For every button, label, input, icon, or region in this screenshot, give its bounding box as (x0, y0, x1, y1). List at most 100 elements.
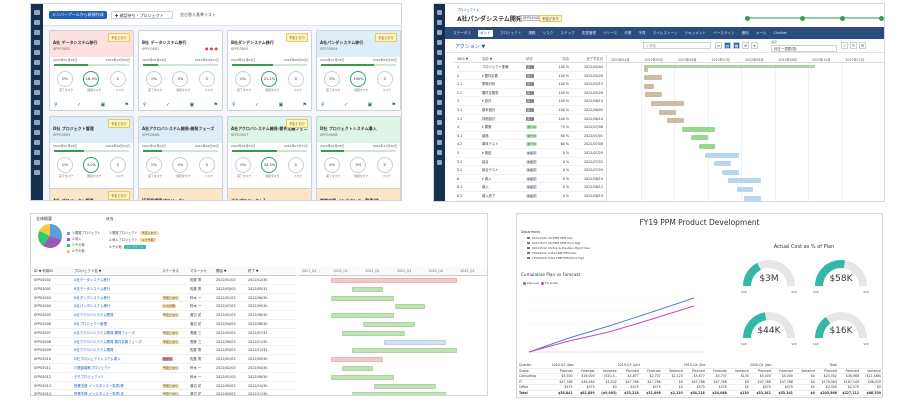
project-card[interactable]: A社アクロバシステム開発-開発フェーズ SFP03006 2022年04月03日 20… (138, 116, 223, 197)
project-card[interactable]: B社 データシステム移行 SFP03001 2022年03月03日 2022年05月3… (138, 30, 223, 111)
gantt-bar[interactable] (681, 126, 716, 132)
table-row[interactable]: SFP03010 D社プロジェクトシステム導入 要確認 佐藤 秀 2022/01/03 2… (31, 355, 296, 364)
task-icon[interactable]: ▣ (367, 102, 373, 108)
department-option[interactable]: 10011542 US-Top & DevOps Mgmt Dev (527, 246, 590, 250)
settings-icon[interactable]: ⚙ (859, 42, 866, 49)
timeline-bar[interactable] (352, 392, 447, 395)
check-icon[interactable]: ✓ (76, 102, 82, 108)
tab-5[interactable]: リスク (542, 30, 554, 35)
department-option[interactable]: 10011527 US-TBM PPM Prod Mgt (527, 241, 581, 245)
user-icon[interactable] (34, 70, 40, 75)
task-row[interactable]: 4.2 単体テスト 進行中 60 % 2022/07/08 (454, 140, 605, 149)
report-icon[interactable] (34, 90, 40, 95)
gantt-bar[interactable] (667, 118, 685, 124)
checkbox-icon[interactable] (527, 251, 530, 255)
create-from-pool-button[interactable]: メンバープールから新規作成 (49, 11, 107, 19)
task-name[interactable]: ▾ 要件定義 (482, 73, 498, 78)
task-icon[interactable]: ▣ (189, 102, 195, 108)
timeline-bar[interactable] (341, 330, 405, 336)
project-link[interactable]: D社プロジェクトシステム導入 (74, 357, 121, 362)
tab-8[interactable]: リソース (603, 30, 618, 35)
gantt-bar[interactable] (744, 195, 762, 201)
table-row[interactable]: SFP03012 デモプロジェクト1 鈴木 一 2022/01/03 2022/06/3… (31, 373, 296, 382)
gantt-bar[interactable] (722, 169, 739, 175)
doc-icon[interactable] (34, 150, 40, 155)
project-link[interactable]: A社データシステム移行 (74, 278, 111, 282)
star-icon[interactable] (437, 130, 442, 135)
task-row[interactable]: 3.2 詳細設計 完了 100 % 2022/06/10 (454, 115, 605, 124)
card-title[interactable]: デモプロジェクト1 (231, 198, 266, 201)
task-name[interactable]: ▾ 導入 (482, 176, 492, 181)
flag-icon[interactable]: ⚑ (302, 102, 307, 108)
chart-icon[interactable] (34, 50, 40, 55)
project-card[interactable]: 予定どおり A社 データシステム移行 SFP03002 2022年01月03日 2022… (49, 30, 134, 111)
table-row[interactable]: SFP03002 A社データシステム移行 佐藤 秀 2022/01/03 2022/12… (31, 276, 296, 285)
table-row[interactable]: SFP03014 営業支援 インスタンス一覧表(本 予定どおり 渡辺 花 2022/03… (31, 390, 296, 396)
tab-16[interactable]: Chatter (773, 31, 788, 35)
timeline-bar[interactable] (331, 278, 457, 283)
timeline-bar[interactable] (384, 339, 447, 345)
project-link[interactable]: B社アクロバシステム開発 (74, 348, 114, 353)
department-option[interactable]: 10011942 US-TBM PPM Dev (527, 236, 573, 240)
task-name[interactable]: 総合テスト (482, 168, 499, 173)
timeline-bar[interactable] (352, 348, 458, 354)
project-link[interactable]: デモプロジェクト1 (74, 374, 104, 379)
chart-icon[interactable]: ⚲ (143, 102, 147, 108)
task-row[interactable]: 3 ▾ 設計 完了 100 % 2022/06/10 (454, 97, 605, 106)
timeline-bar[interactable] (373, 383, 436, 389)
task-name[interactable]: 詳細設計 (482, 116, 496, 121)
tab-10[interactable]: 予算 (638, 30, 646, 35)
project-link[interactable]: A社アクロバシステム開発-開発フェーズ (74, 330, 135, 335)
task-name[interactable]: プロジェクト準備 (482, 65, 509, 69)
checkbox-icon[interactable] (527, 241, 530, 245)
grid-icon[interactable] (437, 20, 442, 25)
gantt-summary-bar[interactable] (643, 65, 815, 68)
home-icon[interactable] (437, 10, 442, 15)
tab-3[interactable]: プロジェクト (499, 30, 522, 35)
task-row[interactable]: 2 ▾ 要件定義 完了 100 % 2022/05/20 (454, 72, 605, 81)
flag-icon[interactable]: ⚑ (124, 102, 129, 108)
timeline-bar[interactable] (394, 304, 426, 310)
task-row[interactable]: 6 ▾ 導入 未着手 0 % 2022/08/19 (454, 175, 605, 184)
folder-icon[interactable] (437, 60, 442, 65)
folder-icon[interactable] (34, 60, 40, 65)
checkbox-icon[interactable] (527, 236, 530, 240)
tab-7[interactable]: 変更管理 (581, 30, 597, 35)
filter-icon[interactable]: ▾ (751, 42, 758, 49)
table-row[interactable]: SFP03009 B社アクロバシステム開発 佐藤 秀 2022/03/03 2022/1… (31, 346, 296, 356)
project-link[interactable]: 営業支援 インスタンス一覧表(本 (74, 392, 124, 396)
breadcrumb[interactable]: プロジェクト ▸ (457, 8, 479, 12)
task-name[interactable]: ▾ 設計 (482, 99, 492, 104)
col-status[interactable]: ステータス (162, 269, 179, 273)
timeline-bar[interactable] (352, 286, 384, 292)
milestone-dot[interactable] (800, 15, 805, 21)
timeline-bar[interactable] (341, 366, 373, 371)
col-status[interactable]: 状況 (526, 57, 533, 61)
list-icon[interactable] (437, 30, 442, 35)
tab-1[interactable]: ステータス (453, 30, 471, 35)
task-row[interactable]: 6.2 導入完了 未着手 0 % 2022/08/19 (454, 192, 605, 201)
table-row[interactable]: SFP03004 A社パンダシステム移行 リスク有 鈴木 一 2022/07/03 202… (31, 302, 296, 312)
milestone-dot[interactable] (879, 15, 884, 21)
actions-menu[interactable]: アクション ▼ (455, 44, 486, 50)
task-name[interactable]: 導入 (482, 185, 489, 190)
tab-11[interactable]: マイルストーン (652, 30, 678, 35)
task-row[interactable]: 1 プロジェクト準備 完了 100 % 2022/05/04 (454, 63, 605, 72)
gantt-bar[interactable] (659, 109, 677, 115)
task-row[interactable]: 3.1 基本設計 完了 100 % 2022/06/03 (454, 106, 605, 115)
gantt-view-icon[interactable]: ▤ (724, 42, 731, 49)
task-row[interactable]: 7リリース未着手0 %2022/08/31 (454, 201, 605, 202)
project-link[interactable]: B社ダンデシステム移行 (74, 295, 111, 300)
task-row[interactable]: 5.2 総合テスト 未着手 0 % 2022/07/29 (454, 166, 605, 175)
tab-2[interactable]: ガント (477, 29, 493, 37)
help-icon[interactable] (34, 170, 40, 175)
project-card[interactable]: IT基盤構築プロジェクトSFP03010 (138, 188, 223, 200)
timeline-bar[interactable] (331, 313, 394, 319)
gantt-bar[interactable] (643, 75, 662, 81)
chart-icon[interactable]: ⚲ (232, 102, 236, 108)
task-name[interactable]: 基本設計 (482, 107, 496, 112)
flag-icon[interactable]: ⚑ (391, 102, 396, 108)
zoom-icon[interactable]: ⊕ (742, 42, 749, 49)
table-row[interactable]: SFP03007 A社アクロバシステム開発-開発フェーズ 予定どおり 斎藤 三 2022… (31, 329, 296, 338)
